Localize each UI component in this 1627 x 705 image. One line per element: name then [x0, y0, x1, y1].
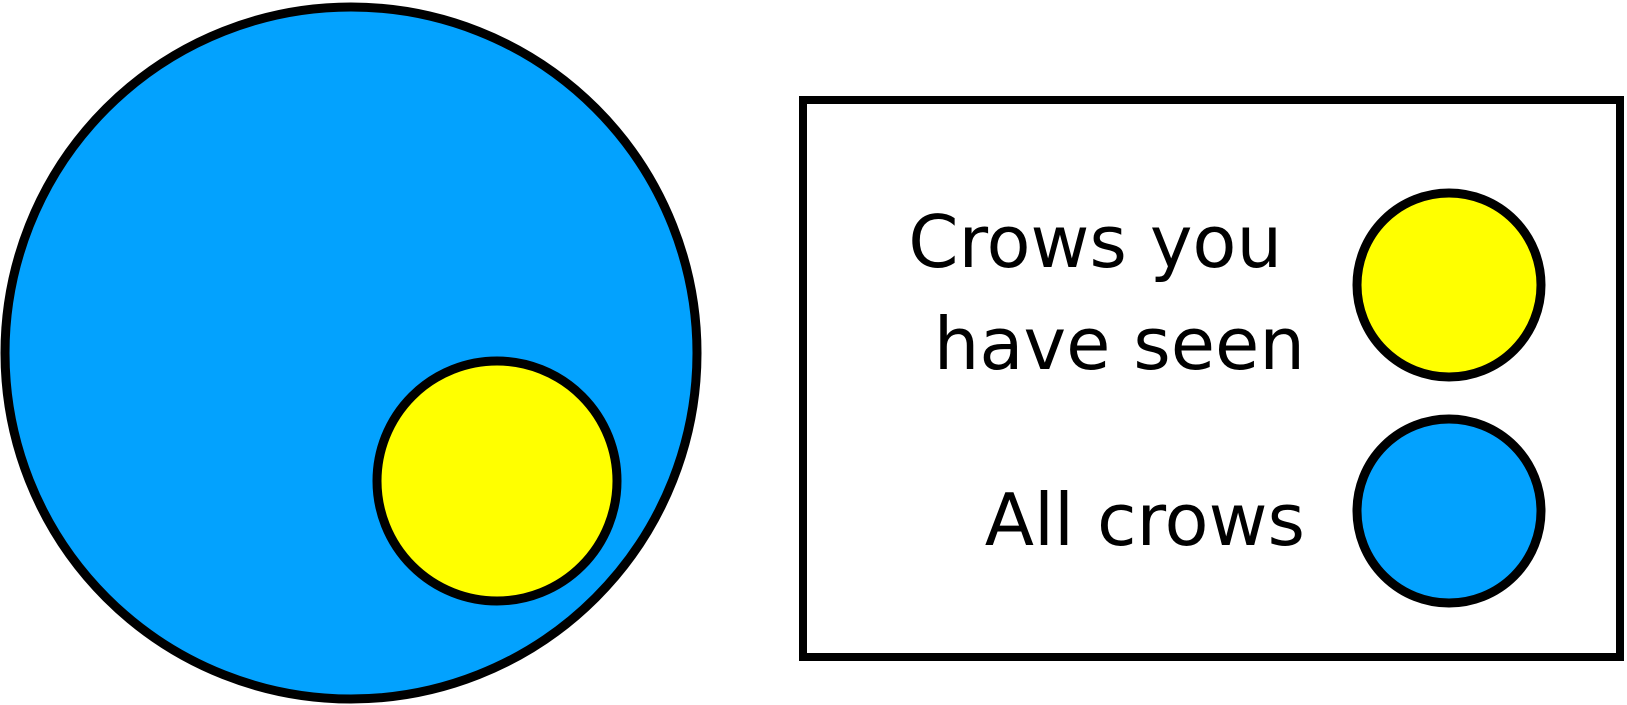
legend-item-seen-crows: Crows you have seen — [908, 188, 1546, 386]
blue-circle-swatch — [1352, 414, 1546, 608]
legend-label-all-crows-line-1: All crows — [985, 478, 1305, 562]
legend-box — [799, 96, 1624, 661]
yellow-circle-swatch — [1352, 188, 1546, 382]
legend-label-seen-crows: Crows you have seen — [908, 200, 1305, 386]
seen-crows-circle — [372, 356, 622, 606]
legend-item-all-crows: All crows — [985, 414, 1546, 608]
all-crows-circle — [0, 2, 702, 704]
legend-label-all-crows: All crows — [985, 478, 1305, 562]
legend-label-seen-crows-line-2: have seen — [934, 302, 1305, 386]
euler-diagram — [0, 2, 702, 704]
legend-label-seen-crows-line-1: Crows you — [908, 200, 1282, 284]
legend: Crows you have seen All crows — [799, 96, 1624, 661]
